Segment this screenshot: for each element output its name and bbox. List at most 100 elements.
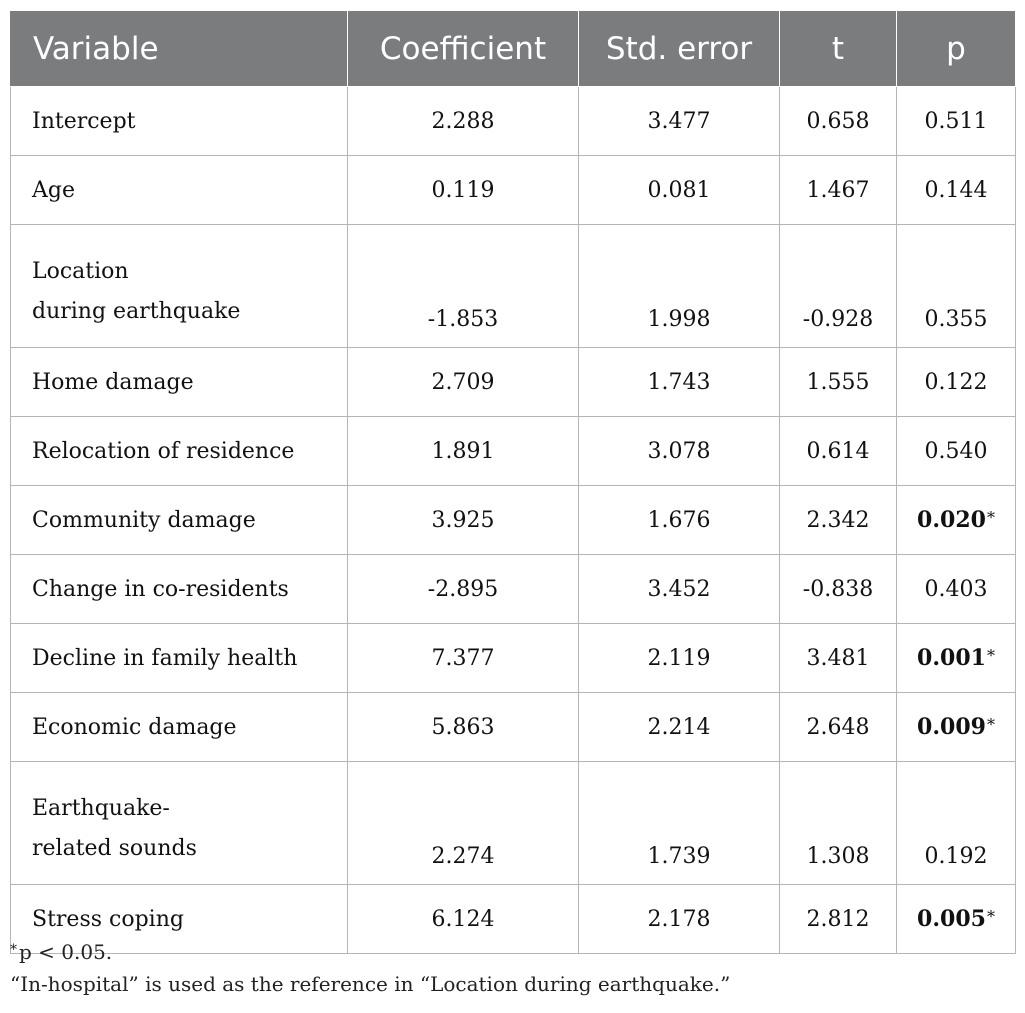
variable-name-line: Decline in family health [32, 645, 298, 671]
cell-variable: Age [10, 155, 348, 225]
cell-coefficient: 5.863 [347, 692, 579, 762]
table-row: Intercept 2.288 3.477 0.658 0.511 [10, 86, 1016, 156]
table-row: Change in co-residents -2.895 3.452 -0.838 0… [10, 554, 1016, 624]
cell-variable: Relocation of residence [10, 416, 348, 486]
cell-t: 2.812 [779, 884, 897, 954]
cell-coefficient: 2.288 [347, 86, 579, 156]
cell-p: 0.144 [896, 155, 1016, 225]
cell-t: -0.928 [779, 224, 897, 348]
variable-name-line: Relocation of residence [32, 438, 295, 464]
variable-name-line: Location [32, 259, 129, 284]
p-value-significant: 0.001 [917, 645, 986, 671]
cell-p: 0.005* [896, 884, 1016, 954]
p-value: 0.192 [924, 844, 988, 869]
p-value: 0.355 [924, 307, 988, 332]
cell-t: 2.648 [779, 692, 897, 762]
cell-p: 0.020* [896, 485, 1016, 555]
cell-coefficient: 3.925 [347, 485, 579, 555]
cell-coefficient: 7.377 [347, 623, 579, 693]
cell-variable: Location during earthquake [10, 224, 348, 348]
significance-note: p < 0.05. [19, 940, 113, 964]
variable-name-line: Change in co-residents [32, 576, 289, 602]
cell-p: 0.403 [896, 554, 1016, 624]
cell-variable: Stress coping [10, 884, 348, 954]
table-header: Variable Coefficient Std. error t p [10, 10, 1016, 87]
p-value: 0.122 [924, 369, 988, 395]
significance-marker: * [986, 646, 995, 665]
table-row: Stress coping 6.124 2.178 2.812 0.005* [10, 884, 1016, 954]
cell-std-error: 2.119 [578, 623, 780, 693]
cell-t: 1.467 [779, 155, 897, 225]
variable-name-line: Earthquake- [32, 796, 170, 821]
cell-coefficient: 1.891 [347, 416, 579, 486]
variable-name-line: during earthquake [32, 299, 241, 324]
header-p: p [896, 10, 1016, 87]
cell-t: -0.838 [779, 554, 897, 624]
cell-p: 0.540 [896, 416, 1016, 486]
p-value-significant: 0.020 [917, 507, 986, 533]
cell-std-error: 3.477 [578, 86, 780, 156]
significance-marker: * [10, 942, 17, 958]
header-variable: Variable [10, 10, 348, 87]
cell-t: 1.308 [779, 761, 897, 885]
significance-marker: * [986, 715, 995, 734]
cell-p: 0.122 [896, 347, 1016, 417]
cell-t: 0.658 [779, 86, 897, 156]
variable-name-line: Stress coping [32, 906, 184, 932]
p-value-significant: 0.009 [917, 714, 986, 740]
cell-std-error: 3.078 [578, 416, 780, 486]
cell-coefficient: 6.124 [347, 884, 579, 954]
table-row: Community damage 3.925 1.676 2.342 0.020* [10, 485, 1016, 555]
cell-std-error: 2.214 [578, 692, 780, 762]
cell-std-error: 3.452 [578, 554, 780, 624]
cell-coefficient: 0.119 [347, 155, 579, 225]
cell-coefficient: 2.274 [347, 761, 579, 885]
significance-marker: * [986, 508, 995, 527]
p-value: 0.403 [924, 576, 988, 602]
table-row: Earthquake-related sounds 2.274 1.739 1.308… [10, 761, 1016, 885]
cell-variable: Change in co-residents [10, 554, 348, 624]
variable-name-line: Home damage [32, 369, 194, 395]
cell-p: 0.001* [896, 623, 1016, 693]
cell-coefficient: -1.853 [347, 224, 579, 348]
table-row: Location during earthquake -1.853 1.998 -0.9… [10, 224, 1016, 348]
cell-variable: Community damage [10, 485, 348, 555]
table-row: Decline in family health 7.377 2.119 3.481 0… [10, 623, 1016, 693]
cell-p: 0.009* [896, 692, 1016, 762]
cell-std-error: 1.676 [578, 485, 780, 555]
variable-name-line: related sounds [32, 836, 197, 861]
variable-name-line: Community damage [32, 507, 256, 533]
table-row: Economic damage 5.863 2.214 2.648 0.009* [10, 692, 1016, 762]
header-row: Variable Coefficient Std. error t p [10, 10, 1016, 87]
p-value: 0.511 [924, 108, 988, 134]
significance-footnote: * p < 0.05. [10, 934, 730, 968]
header-t: t [779, 10, 897, 87]
significance-marker: * [986, 907, 995, 926]
cell-std-error: 1.743 [578, 347, 780, 417]
cell-t: 3.481 [779, 623, 897, 693]
table-footnotes: * p < 0.05. “In-hospital” is used as the … [10, 934, 730, 1000]
reference-footnote: “In-hospital” is used as the reference i… [10, 972, 731, 996]
cell-variable: Decline in family health [10, 623, 348, 693]
cell-p: 0.355 [896, 224, 1016, 348]
cell-std-error: 1.998 [578, 224, 780, 348]
cell-std-error: 0.081 [578, 155, 780, 225]
cell-t: 2.342 [779, 485, 897, 555]
cell-variable: Economic damage [10, 692, 348, 762]
header-coefficient: Coefficient [347, 10, 579, 87]
table-row: Relocation of residence 1.891 3.078 0.614 0.… [10, 416, 1016, 486]
table-body: Intercept 2.288 3.477 0.658 0.511 Age 0.119 0.0… [10, 86, 1016, 954]
cell-coefficient: 2.709 [347, 347, 579, 417]
cell-t: 1.555 [779, 347, 897, 417]
variable-name-line: Intercept [32, 108, 136, 134]
cell-p: 0.511 [896, 86, 1016, 156]
cell-p: 0.192 [896, 761, 1016, 885]
variable-name-line: Economic damage [32, 714, 237, 740]
cell-variable: Intercept [10, 86, 348, 156]
header-std-error: Std. error [578, 10, 780, 87]
p-value: 0.540 [924, 438, 988, 464]
cell-variable: Earthquake-related sounds [10, 761, 348, 885]
cell-t: 0.614 [779, 416, 897, 486]
variable-name-line: Age [32, 177, 75, 203]
table-row: Age 0.119 0.081 1.467 0.144 [10, 155, 1016, 225]
